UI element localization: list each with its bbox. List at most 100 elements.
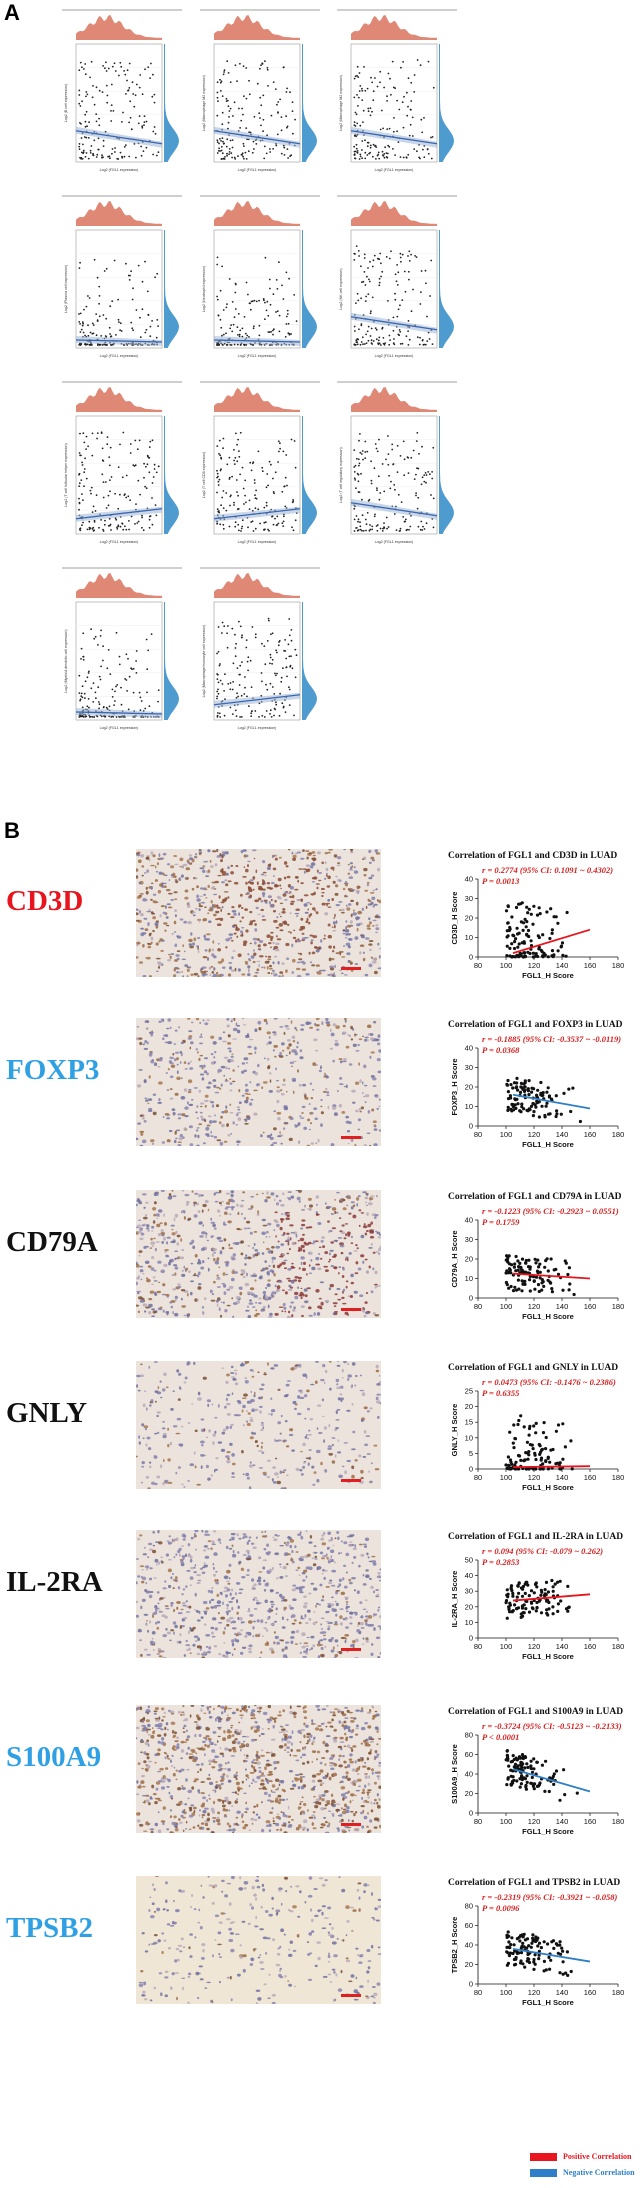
cell-nucleus — [171, 1228, 174, 1231]
cell-nucleus — [277, 1135, 282, 1138]
cell-nucleus — [287, 1191, 292, 1193]
data-point — [82, 521, 84, 524]
cell-nucleus — [178, 1443, 184, 1446]
cell-nucleus — [174, 1257, 176, 1261]
data-point — [380, 262, 382, 265]
gene-label: GNLY — [6, 1397, 88, 1429]
cell-nucleus — [356, 1247, 359, 1250]
cell-nucleus — [331, 1227, 337, 1230]
cell-nucleus — [276, 1086, 280, 1089]
cell-nucleus — [145, 886, 148, 890]
cell-nucleus — [332, 930, 337, 932]
cell-nucleus — [231, 910, 237, 913]
gene-label: FOXP3 — [6, 1054, 100, 1086]
cell-nucleus — [210, 1217, 213, 1221]
cell-nucleus — [278, 912, 281, 916]
cell-nucleus — [377, 867, 380, 872]
cell-nucleus — [370, 1075, 375, 1078]
data-point — [148, 456, 151, 459]
data-point — [253, 115, 256, 118]
cell-nucleus — [253, 975, 258, 977]
data-point — [119, 61, 122, 64]
cell-nucleus — [267, 972, 271, 974]
x-axis-label: FGL1_H Score — [522, 1312, 574, 1320]
cell-nucleus — [292, 1308, 296, 1312]
cell-nucleus — [277, 1388, 281, 1391]
data-point — [536, 1271, 540, 1275]
data-point — [408, 260, 411, 262]
cell-nucleus — [215, 1104, 220, 1108]
cell-nucleus — [210, 1053, 214, 1056]
cell-nucleus — [138, 1219, 141, 1221]
cell-nucleus — [146, 869, 149, 873]
data-point — [216, 678, 219, 680]
data-point — [241, 525, 244, 528]
data-point — [286, 313, 289, 315]
data-point — [278, 330, 281, 333]
cell-nucleus — [136, 919, 140, 922]
data-point — [92, 85, 94, 87]
x-axis-label: Log2 (FGL1 expression) — [100, 354, 139, 358]
cell-nucleus — [147, 1229, 150, 1232]
cell-nucleus — [341, 1368, 344, 1373]
data-point — [227, 105, 230, 108]
data-point — [270, 633, 272, 636]
cell-nucleus — [350, 1242, 354, 1245]
top-density — [76, 201, 162, 226]
data-point — [543, 1113, 547, 1118]
cell-nucleus — [320, 939, 323, 943]
cell-nucleus — [144, 1245, 150, 1248]
cell-nucleus — [177, 1398, 181, 1401]
data-point — [78, 148, 81, 151]
cell-nucleus — [270, 1144, 274, 1146]
cell-nucleus — [300, 1256, 305, 1260]
cell-nucleus — [336, 1364, 341, 1367]
data-point — [366, 450, 369, 453]
data-point — [259, 96, 262, 99]
x-tick-label: 120 — [528, 961, 541, 970]
cell-nucleus — [357, 1118, 362, 1122]
cell-nucleus — [308, 1252, 310, 1254]
cell-nucleus — [228, 961, 233, 964]
cell-nucleus — [311, 877, 316, 880]
data-point — [407, 472, 410, 474]
cell-nucleus — [136, 868, 139, 872]
cell-nucleus — [288, 1433, 294, 1437]
cell-nucleus — [162, 1309, 165, 1313]
cell-nucleus — [199, 1054, 204, 1057]
data-point — [246, 695, 248, 698]
cell-nucleus — [210, 865, 214, 868]
cell-nucleus — [164, 929, 167, 932]
cell-nucleus — [348, 938, 353, 941]
data-point — [81, 464, 84, 466]
cell-nucleus — [237, 1065, 240, 1068]
cell-nucleus — [345, 920, 348, 923]
data-point — [155, 471, 158, 474]
data-point — [396, 315, 399, 318]
data-point — [355, 113, 358, 116]
data-point — [554, 1094, 558, 1098]
cell-nucleus — [248, 1102, 253, 1106]
cell-nucleus — [181, 1190, 185, 1192]
x-tick-label: 160 — [584, 961, 597, 970]
data-point — [221, 265, 223, 268]
data-point — [428, 338, 431, 340]
cell-nucleus — [368, 921, 372, 925]
data-point — [114, 700, 116, 702]
cell-nucleus — [204, 1099, 209, 1103]
data-point — [396, 471, 399, 473]
cell-nucleus — [294, 1276, 299, 1279]
data-point — [524, 1270, 528, 1274]
y-axis-label: Log2 (Myeloid dendritic cell expression) — [64, 629, 68, 692]
cell-nucleus — [223, 1140, 228, 1143]
data-point — [221, 152, 224, 155]
cell-nucleus — [211, 1403, 214, 1406]
cell-nucleus — [240, 907, 244, 909]
cell-nucleus — [292, 936, 297, 940]
cell-nucleus — [325, 902, 330, 905]
cell-nucleus — [322, 1090, 327, 1093]
data-point — [396, 284, 399, 286]
data-point — [411, 135, 414, 137]
cell-nucleus — [372, 905, 375, 908]
